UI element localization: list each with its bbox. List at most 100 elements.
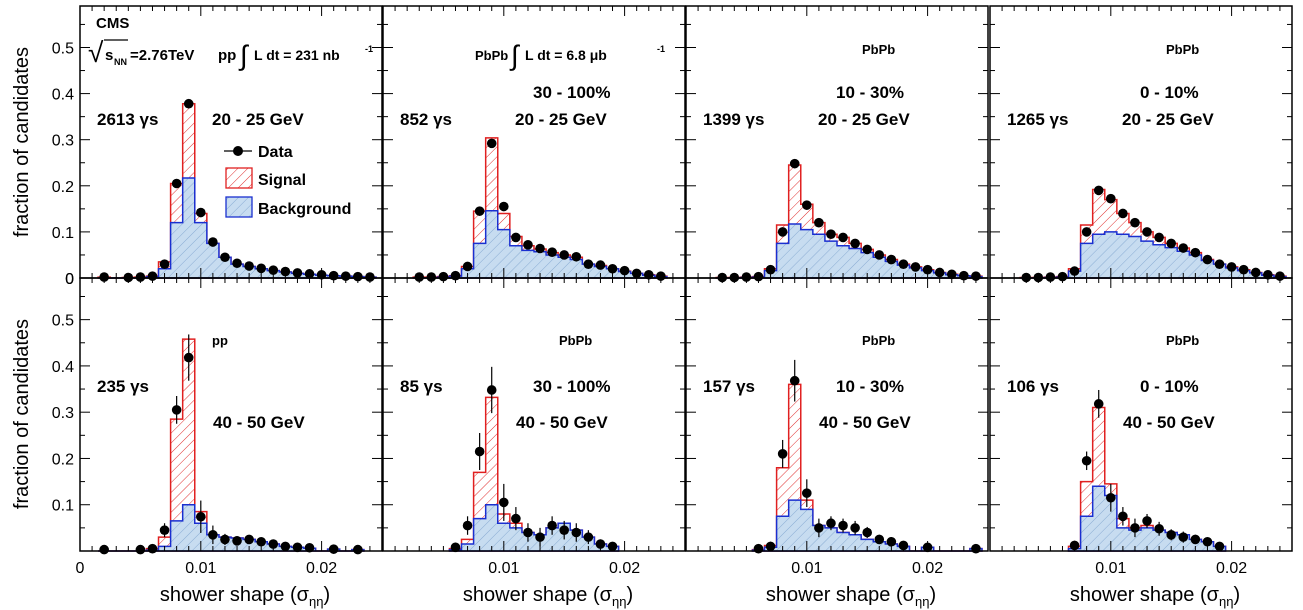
data-point	[511, 232, 521, 243]
lumi-integral: ∫	[238, 40, 250, 71]
data-point	[244, 534, 254, 545]
data-point	[1118, 208, 1128, 219]
data-point	[535, 243, 545, 254]
data-point	[196, 511, 206, 522]
panels-layer: 0 0.1 0.2 0.3 0.4 0.5 0 2613 γs 20 - 25 GeV 852 γ…	[52, 5, 1293, 609]
data-point	[595, 539, 606, 549]
data-point	[886, 536, 897, 547]
pt-bin-label: 20 - 25 GeV	[515, 110, 607, 129]
x-tick-label: 0.02	[609, 560, 640, 577]
data-point	[1118, 511, 1128, 522]
data-point	[499, 201, 509, 212]
data-point	[256, 263, 267, 274]
legend-signal-label: Signal	[258, 172, 306, 189]
background-histogram	[751, 499, 983, 552]
data-point	[474, 206, 485, 216]
data-point	[486, 138, 497, 149]
data-point	[256, 536, 267, 547]
y-tick-label: 0.4	[52, 87, 74, 104]
data-point	[874, 534, 885, 545]
data-point	[1178, 532, 1189, 542]
data-point	[268, 265, 279, 275]
y-tick-label: 0	[65, 271, 74, 288]
data-point	[292, 268, 303, 278]
pt-bin-label: 40 - 50 GeV	[516, 413, 608, 432]
centrality-label: 10 - 30%	[836, 83, 904, 102]
data-point	[886, 254, 897, 265]
pt-bin-label: 40 - 50 GeV	[213, 413, 305, 432]
data-point	[1130, 217, 1140, 228]
centrality-label: 10 - 30%	[836, 377, 904, 396]
data-point	[1093, 399, 1104, 409]
data-point	[838, 520, 848, 531]
lumi-pp: L dt = 231 nb	[254, 47, 340, 63]
data-point	[208, 237, 218, 247]
data-point	[826, 229, 836, 240]
y-axis-label-top: fraction of candidates	[11, 47, 33, 237]
x-axis-label: shower shape (σηη)	[463, 584, 633, 609]
background-histogram	[98, 503, 365, 552]
data-point	[547, 520, 557, 531]
data-point	[571, 527, 582, 538]
data-point	[789, 375, 800, 386]
data-point	[898, 259, 909, 269]
data-point	[595, 260, 606, 270]
data-point	[462, 520, 473, 531]
data-point	[511, 513, 521, 524]
pt-bin-label: 20 - 25 GeV	[212, 110, 304, 129]
data-point	[874, 250, 885, 260]
x-tick-label: 0.02	[306, 560, 337, 577]
data-point	[1202, 536, 1213, 547]
data-point	[159, 525, 170, 535]
data-point	[765, 264, 776, 275]
collision-label: PbPb	[862, 333, 895, 348]
data-point	[898, 540, 909, 551]
cms-label: CMS	[96, 15, 129, 32]
data-point	[171, 178, 182, 189]
photon-count-label: 2613 γs	[97, 110, 158, 129]
panel-0-3	[989, 5, 1293, 283]
legend-signal-swatch	[225, 167, 253, 189]
data-point	[850, 523, 860, 533]
panel-frame	[989, 277, 1293, 552]
y-tick-label: 0.1	[52, 498, 74, 515]
data-point	[1106, 193, 1116, 204]
data-point	[462, 261, 473, 272]
data-point	[850, 238, 860, 249]
data-point	[1214, 259, 1225, 269]
y-tick-label: 0	[65, 271, 74, 288]
data-point	[814, 523, 824, 533]
panel-1-1	[382, 277, 686, 553]
photon-count-label: 1399 γs	[703, 110, 764, 129]
signal-histogram	[98, 338, 365, 552]
data-point	[838, 232, 848, 243]
x-axis-label: shower shape (σηη)	[766, 584, 936, 609]
panel-0-2	[685, 5, 989, 283]
data-point	[934, 267, 945, 278]
data-point	[1130, 523, 1140, 533]
data-point	[583, 532, 594, 542]
data-point	[583, 259, 594, 269]
data-point	[862, 527, 872, 538]
data-point	[862, 244, 872, 255]
y-tick-label: 0.1	[52, 225, 74, 242]
collision-label: pp	[212, 333, 228, 348]
photon-count-label: 157 γs	[703, 377, 755, 396]
y-tick-label: 0.5	[52, 40, 74, 57]
x-tick-label: 0.02	[912, 560, 943, 577]
photon-count-label: 106 γs	[1007, 377, 1059, 396]
data-point	[499, 497, 509, 508]
data-point	[474, 446, 485, 457]
data-point	[280, 266, 291, 277]
lumi-pbpb-integral: ∫	[509, 40, 521, 71]
photon-count-label: 235 γs	[97, 377, 149, 396]
data-point	[559, 525, 569, 535]
collision-label: PbPb	[1166, 333, 1199, 348]
data-point	[196, 207, 206, 218]
labels-layer: fraction of candidates fraction of candi…	[11, 15, 665, 509]
data-point	[910, 262, 921, 272]
collision-label: PbPb	[862, 42, 895, 57]
lumi-pbpb-prefix: PbPb	[475, 48, 508, 63]
photon-count-label: 1265 γs	[1007, 110, 1068, 129]
